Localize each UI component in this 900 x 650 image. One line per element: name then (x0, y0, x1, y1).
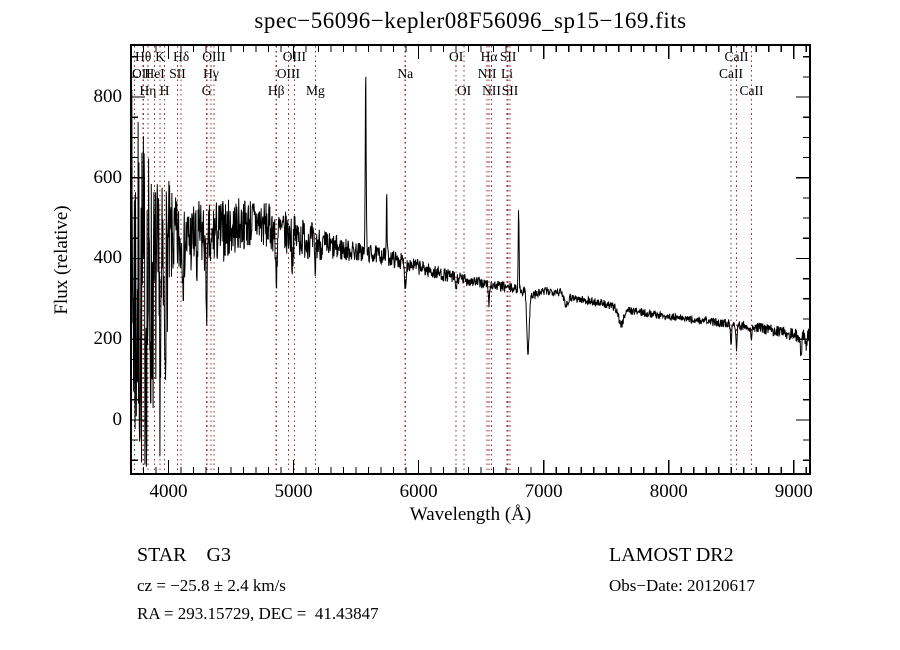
spectral-line-label-G: G (201, 83, 212, 98)
x-tick-label-6000: 6000 (399, 481, 438, 502)
spectral-line-label-NII: NII (482, 83, 501, 98)
survey-text: LAMOST DR2 (609, 544, 734, 566)
spectral-line-label-HeI: HeI (144, 66, 165, 81)
spectral-line-label-OIII: OIII (202, 49, 226, 64)
x-tick-label-5000: 5000 (274, 481, 313, 502)
plot-box (130, 44, 811, 475)
y-tick-label-200: 200 (93, 328, 123, 350)
spectral-line-label-Mg: Mg (306, 83, 325, 98)
x-tick-label-7000: 7000 (524, 481, 563, 502)
spectral-line-label-SII: SII (499, 49, 517, 64)
spectral-line-label-Na: Na (397, 66, 414, 81)
spectral-line-label-CaII: CaII (718, 66, 743, 81)
spectral-line-label-OIII: OIII (276, 66, 301, 81)
spectral-line-label-Hα: Hα (480, 49, 498, 64)
spectral-line-label-CaII: CaII (724, 49, 749, 64)
y-tick-label-400: 400 (93, 247, 123, 269)
coords-text: RA = 293.15729, DEC = 41.43847 (137, 604, 379, 623)
spectral-line-label-K: K (155, 49, 165, 64)
y-tick-label-800: 800 (93, 86, 123, 108)
page-title: spec−56096−kepler08F56096_sp15−169.fits (254, 8, 687, 33)
x-tick-label-8000: 8000 (649, 481, 688, 502)
obs-date-text: Obs−Date: 20120617 (609, 576, 756, 595)
x-tick-label-9000: 9000 (774, 481, 813, 502)
y-tick-label-0: 0 (112, 408, 123, 430)
cz-text: cz = −25.8 ± 2.4 km/s (137, 576, 286, 595)
x-tick-label-4000: 4000 (149, 481, 188, 502)
wavelength-axis-label: Wavelength (Å) (409, 504, 532, 525)
spectral-line-label-NII: NII (477, 66, 497, 81)
spectral-line-label-Hθ: Hθ (135, 49, 152, 64)
spectral-line-label-Hβ: Hβ (267, 83, 285, 98)
spectral-line-label-Hη: Hη (139, 83, 157, 98)
spectral-line-label-H: H (159, 83, 170, 98)
y-tick-label-600: 600 (93, 166, 123, 188)
classification-text: STAR G3 (137, 544, 231, 566)
spectral-line-label-OII: OII (132, 66, 151, 81)
spectral-line-label-OI: OI (448, 49, 464, 64)
spectral-line-label-OI: OI (456, 83, 472, 98)
spectral-line-label-Hγ: Hγ (203, 66, 219, 81)
spectral-line-label-OIII: OIII (282, 49, 307, 64)
spectral-line-label-Li: Li (501, 66, 513, 81)
spectral-line-label-SII: SII (501, 83, 519, 98)
spectral-line-label-CaII: CaII (739, 83, 764, 98)
spectral-line-label-Hδ: Hδ (173, 49, 190, 64)
spectrum-line (130, 76, 811, 474)
spectral-line-label-SII: SII (169, 66, 186, 81)
